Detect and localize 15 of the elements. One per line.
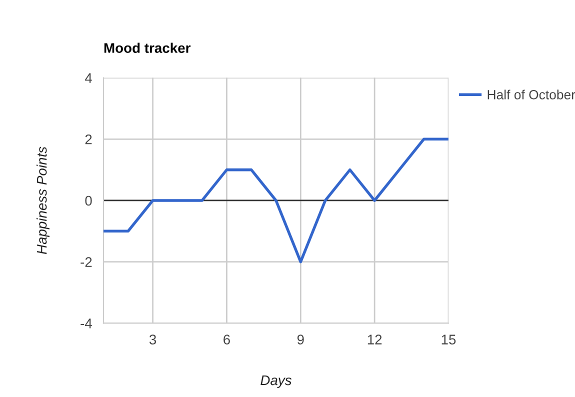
y-tick-label: -2 — [80, 257, 92, 267]
x-tick-label: 3 — [149, 334, 156, 344]
y-tick-label: -4 — [80, 318, 92, 328]
line-series — [104, 138, 448, 264]
x-tick-label: 6 — [224, 334, 230, 344]
x-tick-label: 9 — [297, 334, 304, 344]
y-axis-title: Happiness Points — [36, 146, 50, 254]
y-tick-label: 0 — [85, 196, 92, 206]
y-tick-label: 4 — [84, 73, 92, 83]
x-tick-label: 15 — [442, 334, 456, 344]
y-tick-label: 2 — [85, 134, 92, 144]
chart-title: Mood tracker — [104, 42, 191, 53]
legend-label: Half of October — [488, 90, 575, 100]
x-tick-label: 12 — [368, 334, 382, 344]
x-axis-title: Days — [260, 376, 292, 388]
